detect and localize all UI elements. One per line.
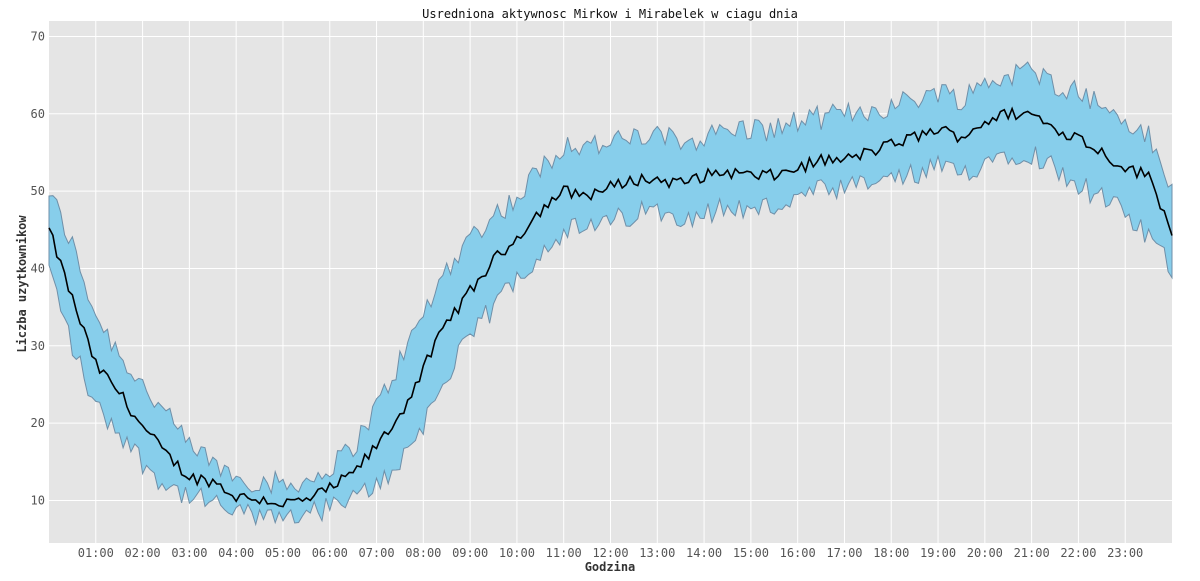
x-tick-label: 14:00 (686, 546, 722, 560)
x-tick-label: 01:00 (78, 546, 114, 560)
y-tick-label: 20 (31, 416, 45, 430)
x-tick-label: 04:00 (218, 546, 254, 560)
x-tick-label: 19:00 (920, 546, 956, 560)
x-tick-label: 02:00 (125, 546, 161, 560)
x-tick-label: 23:00 (1107, 546, 1143, 560)
x-tick-label: 09:00 (452, 546, 488, 560)
y-tick-label: 70 (31, 29, 45, 43)
x-tick-label: 15:00 (733, 546, 769, 560)
y-tick-label: 10 (31, 493, 45, 507)
x-tick-label: 08:00 (405, 546, 441, 560)
x-tick-label: 17:00 (826, 546, 862, 560)
y-axis-ticks: 10 20 30 40 50 60 70 (31, 29, 45, 507)
x-tick-label: 12:00 (592, 546, 628, 560)
x-axis-label: Godzina (585, 560, 636, 574)
min-max-band (48, 61, 1173, 527)
x-axis-ticks: 01:00 02:00 03:00 04:00 05:00 06:00 07:00 08:00… (78, 546, 1144, 560)
x-tick-label: 11:00 (546, 546, 582, 560)
y-tick-label: 30 (31, 339, 45, 353)
y-tick-label: 40 (31, 261, 45, 275)
y-tick-label: 50 (31, 184, 45, 198)
chart-title: Usredniona aktywnosc Mirkow i Mirabelek … (422, 7, 798, 21)
x-tick-label: 16:00 (780, 546, 816, 560)
x-tick-label: 05:00 (265, 546, 301, 560)
x-tick-label: 18:00 (873, 546, 909, 560)
x-tick-label: 13:00 (639, 546, 675, 560)
x-tick-label: 07:00 (358, 546, 394, 560)
x-tick-label: 03:00 (171, 546, 207, 560)
x-tick-label: 22:00 (1060, 546, 1096, 560)
y-axis-label: Liczba uzytkownikow (15, 215, 29, 353)
x-tick-label: 21:00 (1014, 546, 1050, 560)
x-tick-label: 10:00 (499, 546, 535, 560)
y-tick-label: 60 (31, 107, 45, 121)
x-tick-label: 06:00 (312, 546, 348, 560)
mean-series-line (48, 106, 1173, 508)
x-tick-label: 20:00 (967, 546, 1003, 560)
